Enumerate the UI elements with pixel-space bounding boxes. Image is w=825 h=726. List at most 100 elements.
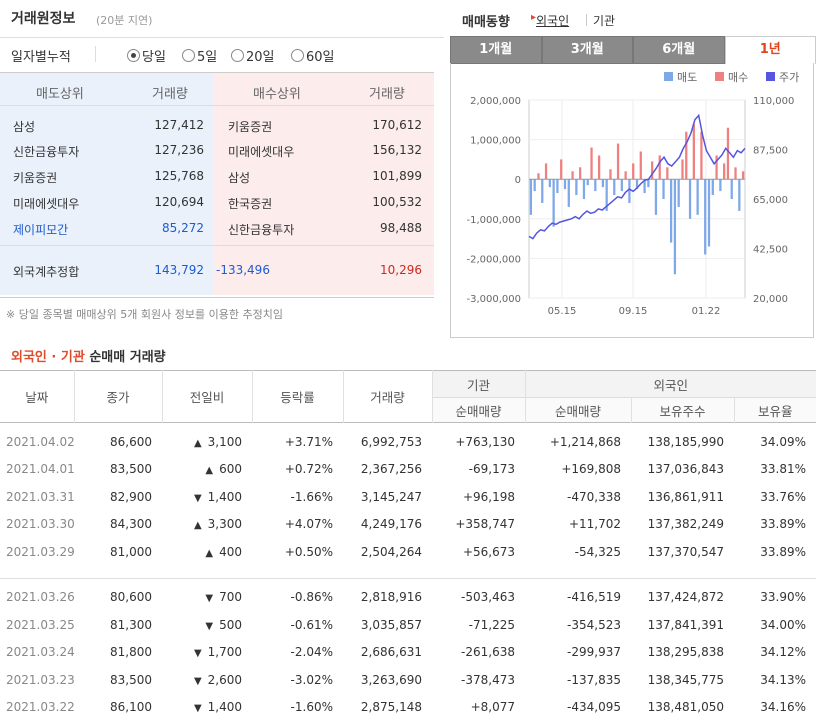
cell-foreign-net: -434,095 <box>567 700 621 715</box>
buy-broker[interactable]: 한국증권 <box>228 197 273 211</box>
period-radio-today[interactable]: 당일 <box>127 46 166 65</box>
buy-broker[interactable]: 미래에셋대우 <box>228 145 295 159</box>
buy-volume: 98,488 <box>380 221 422 235</box>
sell-bar <box>719 179 722 192</box>
col-rate: 등락률 <box>251 370 343 423</box>
sell-broker[interactable]: 삼성 <box>13 120 36 134</box>
col-foreign-ratio: 보유율 <box>733 397 817 423</box>
cell-foreign-ratio: 33.81% <box>760 462 807 477</box>
divider <box>95 46 96 62</box>
sell-bar <box>613 179 616 196</box>
triangle-down-icon: ▼ <box>193 492 202 504</box>
cell-date: 2021.03.24 <box>6 645 75 660</box>
tab-1y[interactable]: 1년 <box>724 36 816 64</box>
buy-bar <box>624 171 627 180</box>
cell-volume: 2,875,148 <box>360 700 422 715</box>
buy-bar <box>651 161 654 180</box>
sell-broker[interactable]: 신한금융투자 <box>13 145 80 159</box>
sell-broker[interactable]: 키움증권 <box>13 171 58 185</box>
buy-bar <box>700 131 703 180</box>
col-foreign-hold: 보유주수 <box>630 397 734 423</box>
buy-bar <box>741 171 745 180</box>
y-tick-label: -3,000,000 <box>466 294 521 305</box>
sell-broker[interactable]: 미래에셋대우 <box>13 197 80 211</box>
cell-rate: -0.86% <box>290 590 333 605</box>
x-tick-label: 05.15 <box>548 306 577 317</box>
cell-change: ▼ 1,400 <box>162 694 252 722</box>
trend-foreign-link[interactable]: 외국인 <box>536 14 570 28</box>
divider <box>0 105 434 106</box>
cell-foreign-ratio: 33.89% <box>760 517 807 532</box>
cell-change-value: 600 <box>219 462 242 477</box>
trend-chart: 2,000,000 1,000,000 0 -1,000,000 -2,000,000 -… <box>466 71 799 317</box>
period-label-20d: 20일 <box>246 50 275 65</box>
tab-1m[interactable]: 1개월 <box>450 36 542 64</box>
cell-foreign-ratio: 34.00% <box>760 617 807 632</box>
trend-institution-link[interactable]: 기관 <box>593 14 616 28</box>
col-close: 종가 <box>73 370 162 423</box>
sell-broker[interactable]: 제이피모간 <box>13 223 69 237</box>
cell-foreign-net: +11,702 <box>568 517 621 532</box>
col-group-foreign: 외국인 <box>524 370 817 398</box>
cell-close: 81,800 <box>110 645 152 660</box>
plot-area <box>528 99 746 299</box>
tab-3m[interactable]: 3개월 <box>541 36 633 64</box>
cell-change-value: 1,400 <box>207 489 242 504</box>
cell-inst-net: -69,173 <box>468 462 515 477</box>
cell-volume: 4,249,176 <box>360 517 422 532</box>
buy-bar <box>723 163 726 180</box>
cell-change-value: 3,100 <box>207 434 242 449</box>
period-tabs: 1개월 3개월 6개월 1년 <box>450 36 816 64</box>
tab-6m[interactable]: 6개월 <box>633 36 725 64</box>
cell-change: ▼ 1,400 <box>162 483 252 511</box>
buy-bar <box>609 169 612 180</box>
buy-volume: 170,612 <box>372 118 422 132</box>
y2-tick-label: 20,000 <box>753 294 788 305</box>
table-row: 2021.03.30 84,300 ▲ 3,300 +4.07% 4,249,17… <box>0 511 816 539</box>
table-title: 외국인 · 기관 순매매 거래량 <box>11 346 166 365</box>
period-radio-60d[interactable]: 60일 <box>291 46 335 65</box>
cell-change-value: 700 <box>219 590 242 605</box>
period-label-60d: 60일 <box>306 50 335 65</box>
buy-broker[interactable]: 삼성 <box>228 171 251 185</box>
sell-bar <box>688 179 692 219</box>
cell-foreign-net: -54,325 <box>574 544 621 559</box>
cell-date: 2021.03.30 <box>6 517 75 532</box>
cell-change-value: 3,300 <box>207 517 242 532</box>
period-radio-5d[interactable]: 5일 <box>182 46 217 65</box>
sell-bar <box>567 179 570 207</box>
triangle-down-icon: ▼ <box>193 703 202 715</box>
foreign-buy-sum: 10,296 <box>380 263 422 277</box>
sell-volume: 127,236 <box>154 143 204 157</box>
y2-tick-label: 110,000 <box>753 96 794 107</box>
col-date: 날짜 <box>25 390 49 405</box>
buy-bar <box>616 143 620 180</box>
cell-rate: -3.02% <box>290 672 333 687</box>
triangle-up-icon: ▲ <box>205 547 214 559</box>
sell-volume: 127,412 <box>154 118 204 132</box>
table-row: 2021.03.31 82,900 ▼ 1,400 -1.66% 3,145,24… <box>0 483 816 511</box>
cell-rate: -0.61% <box>290 617 333 632</box>
cell-date: 2021.03.25 <box>6 617 75 632</box>
cell-inst-net: +763,130 <box>455 434 515 449</box>
radio-icon <box>291 49 304 62</box>
table-row: 2021.03.29 81,000 ▲ 400 +0.50% 2,504,264 … <box>0 538 816 566</box>
sell-volume: 125,768 <box>154 169 204 183</box>
cell-inst-net: -71,225 <box>468 617 515 632</box>
buy-bar <box>681 159 684 180</box>
buy-broker[interactable]: 신한금융투자 <box>228 223 295 237</box>
buy-broker[interactable]: 키움증권 <box>228 120 273 134</box>
buy-volume: 156,132 <box>372 143 422 157</box>
sell-bar <box>643 179 646 194</box>
sell-bar <box>556 179 559 194</box>
y-tick-label: -1,000,000 <box>466 215 521 226</box>
cell-foreign-ratio: 34.09% <box>760 434 807 449</box>
table-row: 2021.03.26 80,600 ▼ 700 -0.86% 2,818,916 … <box>0 578 816 611</box>
sell-bar <box>647 179 650 188</box>
sell-bar <box>707 179 711 247</box>
table-title-net: 순매매 거래량 <box>89 350 166 365</box>
cell-rate: +0.72% <box>284 462 333 477</box>
period-radio-20d[interactable]: 20일 <box>231 46 275 65</box>
estimate-note: ※ 당일 종목별 매매상위 5개 회원사 정보를 이용한 추정치임 <box>6 308 283 321</box>
triangle-down-icon: ▼ <box>193 648 202 660</box>
